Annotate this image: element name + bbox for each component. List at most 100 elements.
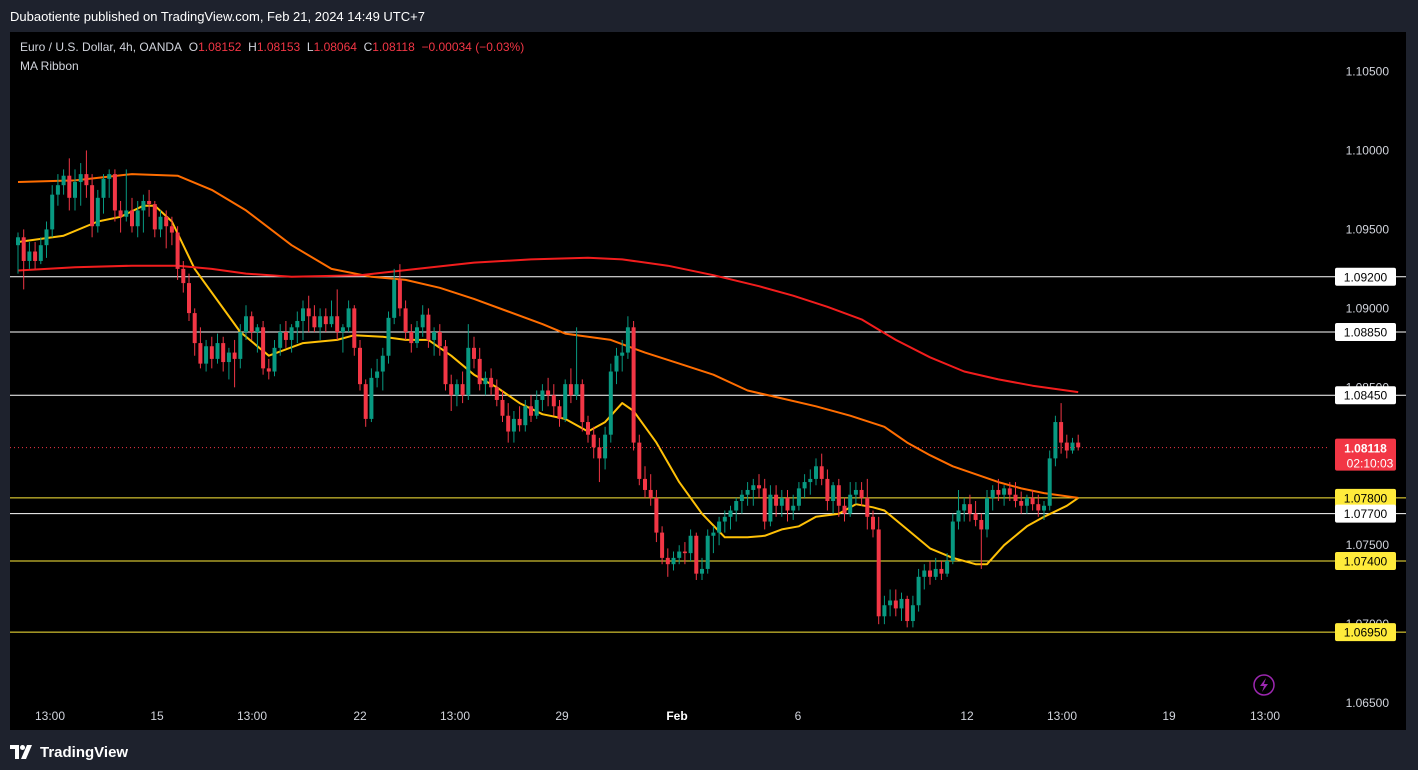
candle	[27, 242, 32, 269]
candle	[819, 453, 824, 486]
candle-body	[38, 245, 43, 261]
candle	[529, 395, 533, 423]
candle-body	[249, 316, 254, 333]
tradingview-logo[interactable]: TradingView	[10, 742, 128, 762]
candle-body	[785, 497, 790, 511]
candle	[574, 327, 579, 400]
candle	[1024, 494, 1029, 514]
candle-body	[187, 283, 191, 314]
candle	[494, 379, 499, 407]
candle	[192, 308, 197, 356]
candle-body	[700, 568, 704, 574]
candle-body	[614, 355, 619, 372]
candle-body	[397, 279, 402, 309]
candle	[443, 339, 448, 391]
candle-body	[466, 347, 471, 396]
candle-body	[631, 327, 636, 443]
candle	[329, 300, 334, 328]
time-tick-label: 29	[555, 709, 569, 723]
candle-body	[694, 535, 699, 574]
candle	[677, 545, 682, 565]
close-value: 1.08118	[372, 40, 415, 54]
candle-body	[717, 521, 722, 533]
candle	[472, 336, 476, 369]
low-label: L	[306, 40, 314, 54]
indicator-label[interactable]: MA Ribbon	[20, 59, 79, 73]
time-tick-label: Feb	[666, 709, 687, 723]
candle-body	[654, 497, 659, 533]
candle	[130, 197, 134, 233]
level-label-bg	[1335, 267, 1396, 286]
lightning-icon[interactable]	[1253, 674, 1275, 696]
chart[interactable]: 1.105001.100001.095001.090001.085001.075…	[0, 0, 1418, 732]
candle	[295, 311, 300, 344]
candle	[95, 189, 100, 233]
candle-body	[608, 371, 613, 435]
level-labels-group: 1.09200 1.08850 1.08450 1.07800 1.07700 1.074…	[1335, 267, 1396, 642]
candle-body	[523, 406, 528, 426]
candle-body	[494, 387, 499, 400]
candle-body	[597, 447, 602, 459]
candle-body	[865, 497, 870, 517]
candle-body	[825, 478, 830, 502]
candle	[905, 595, 910, 628]
candle-body	[158, 216, 163, 230]
candle-body	[774, 494, 779, 506]
candle-body	[586, 422, 590, 435]
candle-body	[449, 384, 454, 396]
candle	[762, 478, 767, 530]
candle-body	[933, 568, 938, 577]
candle	[962, 497, 967, 522]
candle	[534, 390, 539, 419]
candle-body	[1019, 501, 1024, 506]
candle-body	[808, 478, 813, 483]
candle	[244, 305, 248, 340]
candle-body	[152, 204, 157, 230]
close-label: C	[363, 40, 373, 54]
candle	[50, 185, 55, 238]
candle-body	[112, 174, 117, 211]
candle-body	[1007, 488, 1012, 495]
time-axis: 13:00 15 13:00 22 13:00 29 Feb 6 12 13:00 19 13:00	[35, 709, 1280, 723]
candle	[392, 268, 397, 325]
candle-body	[232, 352, 237, 359]
candle-body	[757, 485, 761, 489]
candle-body	[637, 442, 642, 479]
time-tick-label: 13:00	[1250, 709, 1280, 723]
candle	[363, 379, 368, 427]
candle	[175, 226, 180, 280]
candle	[859, 482, 864, 506]
candle-body	[876, 529, 881, 617]
time-tick-label: 13:00	[1047, 709, 1077, 723]
candle	[734, 497, 739, 522]
time-tick-label: 13:00	[440, 709, 470, 723]
candle-body	[386, 317, 391, 356]
candle-body	[739, 494, 744, 502]
candle-body	[888, 600, 893, 606]
bar-countdown: 02:10:03	[1347, 457, 1394, 471]
candle	[21, 229, 26, 290]
candle-body	[289, 327, 294, 340]
candle	[597, 437, 602, 483]
candle	[853, 482, 858, 505]
candle-body	[124, 210, 129, 217]
candle	[643, 466, 647, 498]
candle-body	[540, 390, 545, 400]
candle-body	[147, 200, 152, 205]
candle-body	[318, 316, 323, 328]
candle-body	[534, 399, 539, 416]
candle-body	[506, 415, 511, 432]
candle-body	[44, 229, 49, 246]
candle	[831, 482, 836, 514]
candle	[318, 308, 323, 340]
candle-body	[1059, 422, 1064, 443]
candle	[517, 406, 522, 432]
candle	[603, 426, 608, 470]
candle-body	[967, 504, 972, 514]
candle	[283, 320, 288, 348]
candle-body	[90, 185, 95, 227]
candle	[209, 336, 214, 369]
chart-legend: Euro / U.S. Dollar, 4h, OANDA O1.08152 H…	[20, 40, 524, 54]
candle-body	[358, 347, 362, 385]
candle	[910, 595, 915, 628]
